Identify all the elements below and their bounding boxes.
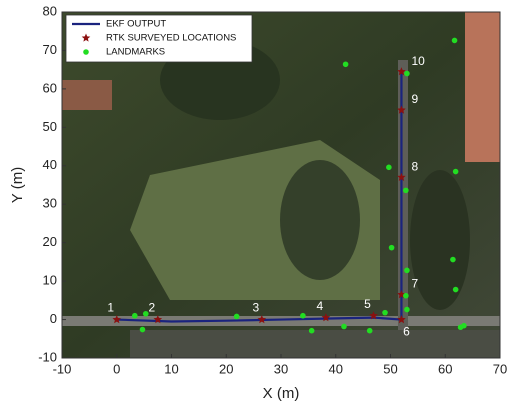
legend-label: RTK SURVEYED LOCATIONS bbox=[106, 33, 236, 44]
y-axis-label: Y (m) bbox=[9, 167, 26, 203]
legend-label: EKF OUTPUT bbox=[106, 19, 166, 30]
landmark-marker bbox=[132, 313, 138, 319]
point-label: 4 bbox=[317, 299, 324, 313]
landmark-marker bbox=[461, 323, 467, 329]
landmark-marker bbox=[389, 245, 395, 251]
x-tick-label: 40 bbox=[329, 361, 343, 376]
point-label: 7 bbox=[411, 277, 418, 291]
y-tick-label: -10 bbox=[38, 349, 57, 364]
point-label: 5 bbox=[364, 297, 371, 311]
y-tick-label: 40 bbox=[43, 157, 57, 172]
y-tick-label: 30 bbox=[43, 196, 57, 211]
landmark-marker bbox=[453, 169, 459, 175]
landmark-marker bbox=[404, 71, 410, 77]
landmark-marker bbox=[386, 165, 392, 171]
y-tick-label: 10 bbox=[43, 273, 57, 288]
y-tick-label: 70 bbox=[43, 42, 57, 57]
point-label: 8 bbox=[411, 159, 418, 173]
point-label: 2 bbox=[148, 301, 155, 315]
page: {"chart_data": {"type": "line", "xlabel"… bbox=[0, 0, 521, 405]
landmark-marker bbox=[367, 328, 373, 334]
x-tick-label: 50 bbox=[383, 361, 397, 376]
landmark-marker bbox=[140, 327, 146, 333]
landmark-marker bbox=[403, 293, 409, 299]
landmark-marker bbox=[83, 49, 89, 55]
y-tick-label: 20 bbox=[43, 234, 57, 249]
point-label: 6 bbox=[403, 325, 410, 339]
landmark-marker bbox=[309, 328, 315, 334]
landmark-marker bbox=[404, 268, 410, 274]
satellite-background bbox=[62, 12, 500, 358]
x-axis-label: X (m) bbox=[263, 385, 300, 402]
landmark-marker bbox=[452, 38, 458, 44]
point-label: 1 bbox=[107, 301, 114, 315]
landmark-marker bbox=[234, 314, 240, 320]
y-tick-label: 60 bbox=[43, 80, 57, 95]
x-tick-label: 10 bbox=[164, 361, 178, 376]
landmark-marker bbox=[341, 324, 347, 330]
point-label: 10 bbox=[411, 54, 425, 68]
landmark-marker bbox=[143, 311, 149, 317]
chart: X (m) Y (m) -10010203040506070-100102030… bbox=[0, 0, 521, 405]
y-tick-label: 80 bbox=[43, 3, 57, 18]
landmark-marker bbox=[450, 257, 456, 263]
x-tick-label: 70 bbox=[493, 361, 507, 376]
landmark-marker bbox=[403, 188, 409, 194]
x-tick-label: 0 bbox=[113, 361, 120, 376]
point-label: 9 bbox=[411, 92, 418, 106]
y-tick-label: 0 bbox=[50, 311, 57, 326]
x-tick-label: 60 bbox=[438, 361, 452, 376]
landmark-marker bbox=[343, 61, 349, 67]
x-tick-label: 30 bbox=[274, 361, 288, 376]
landmark-marker bbox=[453, 287, 459, 293]
landmark-marker bbox=[300, 313, 306, 319]
x-tick-label: 20 bbox=[219, 361, 233, 376]
landmark-marker bbox=[382, 310, 388, 316]
y-tick-label: 50 bbox=[43, 119, 57, 134]
point-label: 3 bbox=[252, 301, 259, 315]
legend-label: LANDMARKS bbox=[106, 47, 165, 58]
landmark-marker bbox=[404, 307, 410, 313]
